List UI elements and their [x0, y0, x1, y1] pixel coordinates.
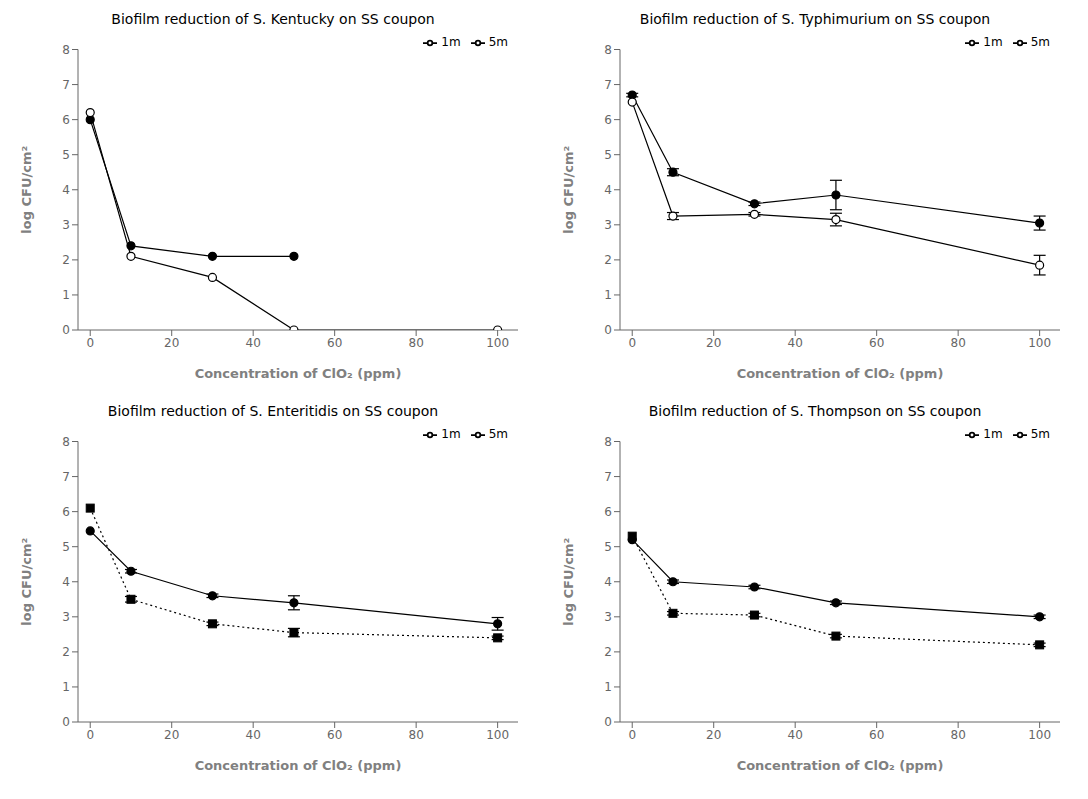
svg-text:80: 80: [409, 336, 424, 350]
html-text:5m: 5m: [488, 35, 508, 49]
svg-text:40: 40: [246, 336, 261, 350]
svg-text:6: 6: [604, 505, 612, 519]
svg-text:log CFU/cm²: log CFU/cm²: [19, 538, 34, 626]
svg-text:100: 100: [486, 336, 509, 350]
svg-text:0: 0: [86, 336, 94, 350]
svg-text:8: 8: [604, 43, 612, 57]
svg-text:60: 60: [327, 336, 342, 350]
svg-text:6: 6: [604, 113, 612, 127]
svg-text:log CFU/cm²: log CFU/cm²: [561, 538, 576, 626]
svg-text:1: 1: [604, 288, 612, 302]
svg-text:3: 3: [604, 610, 612, 624]
svg-text:1: 1: [62, 680, 70, 694]
svg-text:0: 0: [62, 715, 70, 729]
svg-text:8: 8: [62, 435, 70, 449]
svg-text:1: 1: [604, 680, 612, 694]
html-text:Biofilm reduction of S. Kentuc: Biofilm reduction of S. Kentucky on SS c…: [111, 11, 435, 27]
svg-text:7: 7: [604, 78, 612, 92]
svg-text:5: 5: [604, 148, 612, 162]
svg-text:5: 5: [604, 540, 612, 554]
svg-text:100: 100: [486, 728, 509, 742]
svg-text:6: 6: [62, 505, 70, 519]
html-text:5m: 5m: [1030, 427, 1050, 441]
html-text:Biofilm reduction of S. Thomps: Biofilm reduction of S. Thompson on SS c…: [648, 403, 982, 419]
svg-text:0: 0: [86, 728, 94, 742]
html-text:Biofilm reduction of S. Enteri: Biofilm reduction of S. Enteritidis on S…: [107, 403, 439, 419]
html-text:Biofilm reduction of S. Typhim: Biofilm reduction of S. Typhimurium on S…: [639, 11, 991, 27]
html-text:1m: 1m: [983, 35, 1003, 49]
svg-text:8: 8: [604, 435, 612, 449]
svg-text:0: 0: [628, 336, 636, 350]
svg-text:7: 7: [62, 78, 70, 92]
svg-text:80: 80: [951, 728, 966, 742]
svg-text:20: 20: [164, 728, 179, 742]
svg-text:8: 8: [62, 43, 70, 57]
svg-text:0: 0: [62, 323, 70, 337]
svg-text:20: 20: [164, 336, 179, 350]
html-text:1m: 1m: [441, 427, 461, 441]
svg-text:5: 5: [62, 540, 70, 554]
html-text:1m: 1m: [441, 35, 461, 49]
svg-text:7: 7: [62, 470, 70, 484]
svg-text:0: 0: [628, 728, 636, 742]
svg-text:3: 3: [62, 218, 70, 232]
svg-text:80: 80: [409, 728, 424, 742]
svg-text:5: 5: [62, 148, 70, 162]
svg-text:Concentration of ClO₂ (ppm): Concentration of ClO₂ (ppm): [737, 366, 944, 381]
svg-text:2: 2: [62, 253, 70, 267]
svg-text:3: 3: [62, 610, 70, 624]
svg-text:1: 1: [62, 288, 70, 302]
svg-text:4: 4: [62, 183, 70, 197]
svg-text:Concentration of ClO₂ (ppm): Concentration of ClO₂ (ppm): [737, 758, 944, 773]
svg-text:0: 0: [604, 715, 612, 729]
svg-text:2: 2: [604, 645, 612, 659]
svg-text:100: 100: [1028, 336, 1051, 350]
html-text:1m: 1m: [983, 427, 1003, 441]
html-text:5m: 5m: [488, 427, 508, 441]
svg-text:6: 6: [62, 113, 70, 127]
svg-text:4: 4: [604, 575, 612, 589]
svg-text:2: 2: [604, 253, 612, 267]
svg-text:4: 4: [62, 575, 70, 589]
svg-text:20: 20: [706, 336, 721, 350]
svg-text:40: 40: [788, 336, 803, 350]
svg-text:60: 60: [869, 728, 884, 742]
svg-text:60: 60: [327, 728, 342, 742]
html-text:5m: 5m: [1030, 35, 1050, 49]
svg-text:Concentration of ClO₂ (ppm): Concentration of ClO₂ (ppm): [195, 758, 402, 773]
svg-text:Concentration of ClO₂ (ppm): Concentration of ClO₂ (ppm): [195, 366, 402, 381]
svg-text:log CFU/cm²: log CFU/cm²: [561, 146, 576, 234]
svg-text:40: 40: [788, 728, 803, 742]
svg-text:log CFU/cm²: log CFU/cm²: [19, 146, 34, 234]
svg-text:100: 100: [1028, 728, 1051, 742]
svg-text:40: 40: [246, 728, 261, 742]
svg-text:3: 3: [604, 218, 612, 232]
svg-text:2: 2: [62, 645, 70, 659]
svg-text:4: 4: [604, 183, 612, 197]
svg-text:7: 7: [604, 470, 612, 484]
svg-text:60: 60: [869, 336, 884, 350]
svg-text:20: 20: [706, 728, 721, 742]
svg-text:80: 80: [951, 336, 966, 350]
svg-text:0: 0: [604, 323, 612, 337]
